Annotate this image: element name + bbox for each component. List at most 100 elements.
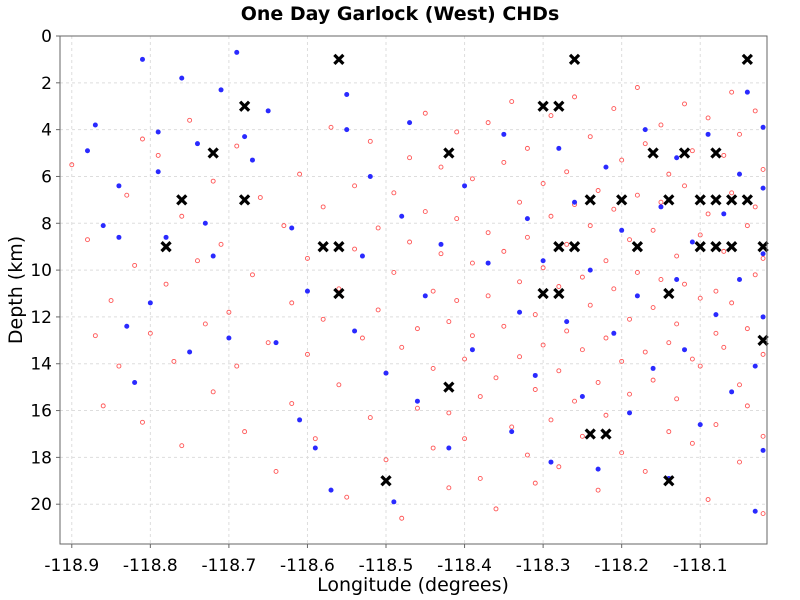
data-point xyxy=(485,260,491,266)
data-point xyxy=(587,267,593,273)
data-point xyxy=(752,204,758,210)
data-point xyxy=(721,248,727,254)
data-point xyxy=(422,293,428,299)
data-point xyxy=(501,131,507,137)
series-open-circles xyxy=(69,85,766,521)
data-point xyxy=(752,272,758,278)
data-point xyxy=(540,342,546,348)
data-point xyxy=(333,241,345,253)
data-point xyxy=(414,398,420,404)
data-point xyxy=(744,223,750,229)
data-point xyxy=(493,375,499,381)
data-point xyxy=(320,316,326,322)
data-point xyxy=(697,232,703,238)
data-point xyxy=(737,171,743,177)
data-point xyxy=(556,284,562,289)
data-point xyxy=(265,340,271,346)
data-point xyxy=(501,248,507,254)
data-point xyxy=(726,241,738,253)
data-point xyxy=(414,326,420,332)
x-tick-label: -118.1 xyxy=(673,556,728,576)
data-point xyxy=(304,288,310,294)
data-point xyxy=(584,194,596,206)
data-point xyxy=(663,194,675,206)
data-point xyxy=(238,194,251,206)
data-point xyxy=(663,287,675,300)
data-point xyxy=(171,358,177,364)
data-point xyxy=(532,312,538,318)
data-point xyxy=(537,287,549,300)
data-point xyxy=(760,251,766,257)
data-point xyxy=(147,330,153,336)
data-point xyxy=(242,134,248,140)
data-point xyxy=(179,213,185,219)
data-point xyxy=(595,188,601,193)
data-point xyxy=(399,213,405,219)
data-point xyxy=(469,176,475,182)
data-point xyxy=(92,333,98,339)
data-point xyxy=(689,356,695,362)
data-point xyxy=(760,166,766,172)
data-point xyxy=(375,307,381,313)
x-tick-label: -118.3 xyxy=(516,556,571,576)
data-point xyxy=(242,429,248,435)
y-tick-label: 12 xyxy=(30,308,52,328)
data-point xyxy=(124,323,130,329)
data-point xyxy=(375,225,381,231)
data-point xyxy=(195,258,200,264)
data-point xyxy=(540,258,546,264)
y-tick-label: 6 xyxy=(41,167,52,187)
data-point xyxy=(289,401,295,406)
data-point xyxy=(210,253,216,259)
data-point xyxy=(454,216,460,222)
data-point xyxy=(682,101,687,107)
data-point xyxy=(710,147,722,159)
x-tick-label: -118.7 xyxy=(201,556,256,576)
data-point xyxy=(462,183,468,189)
data-point xyxy=(207,147,219,159)
data-point xyxy=(650,377,656,383)
data-point xyxy=(658,122,664,128)
data-point xyxy=(579,347,585,353)
data-point xyxy=(760,124,766,130)
data-point xyxy=(509,429,515,435)
data-point xyxy=(587,134,593,140)
data-point xyxy=(462,356,468,362)
data-point xyxy=(674,253,680,259)
data-point xyxy=(689,148,695,154)
data-point xyxy=(352,246,358,252)
data-point xyxy=(548,417,554,423)
data-point xyxy=(391,269,397,275)
data-point xyxy=(611,106,617,112)
data-point xyxy=(595,380,601,385)
data-point xyxy=(226,309,232,315)
data-point xyxy=(187,117,193,123)
data-point xyxy=(84,148,90,154)
data-point xyxy=(116,234,122,240)
data-point xyxy=(446,319,452,325)
data-point xyxy=(713,422,719,428)
data-point xyxy=(572,398,577,404)
data-point xyxy=(705,131,711,137)
data-point xyxy=(210,178,216,184)
data-point xyxy=(713,288,719,294)
data-point xyxy=(619,450,625,456)
data-point xyxy=(564,319,570,325)
data-point xyxy=(438,164,444,170)
data-point xyxy=(485,230,491,236)
data-point xyxy=(694,241,706,253)
data-point xyxy=(650,365,656,371)
data-point xyxy=(140,136,145,142)
data-point xyxy=(297,171,303,177)
y-tick-label: 8 xyxy=(41,214,52,234)
data-point xyxy=(568,241,581,253)
data-point xyxy=(218,241,224,247)
data-point xyxy=(760,447,766,453)
data-point xyxy=(85,237,90,243)
data-point xyxy=(163,234,169,240)
data-point xyxy=(674,396,680,402)
data-point xyxy=(666,171,672,177)
data-point xyxy=(380,475,392,487)
data-point xyxy=(548,459,554,465)
data-point xyxy=(187,349,193,355)
